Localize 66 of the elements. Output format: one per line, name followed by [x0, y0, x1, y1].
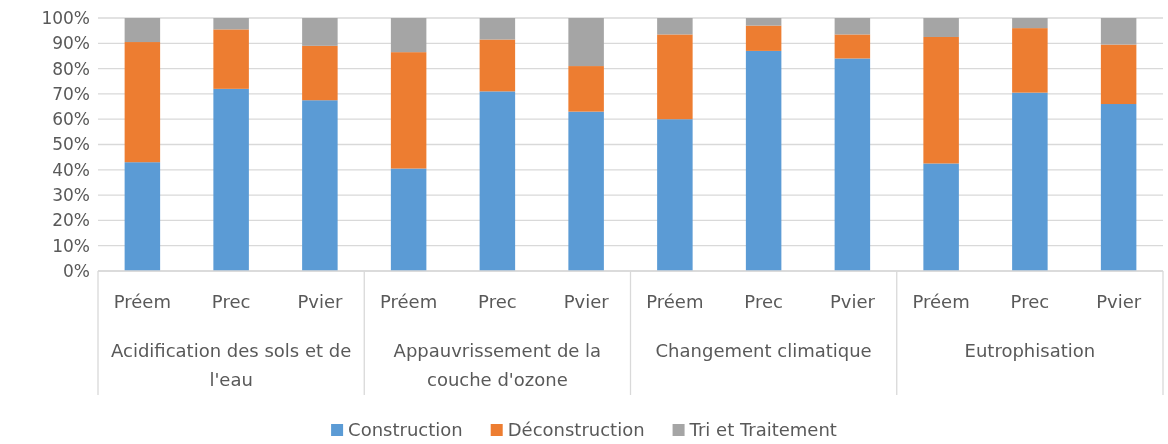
bar — [745, 50, 782, 271]
y-tick-label: 20% — [52, 210, 90, 231]
bar — [745, 25, 782, 51]
bar — [657, 18, 693, 35]
bar — [213, 88, 249, 271]
bar — [1012, 18, 1048, 29]
bar — [745, 18, 782, 26]
x-tick-label: Pvier — [563, 291, 610, 312]
x-tick-label: Préem — [380, 291, 438, 312]
bar — [1100, 18, 1137, 45]
y-tick-label: 10% — [52, 235, 90, 256]
legend-label: Tri et Traitement — [688, 419, 837, 440]
bar — [124, 18, 161, 43]
text: Acidification des sols et de l'eau — [111, 340, 352, 390]
bar — [479, 18, 516, 40]
bar — [923, 163, 959, 271]
bar — [479, 39, 516, 92]
x-tick-label: Pvier — [829, 291, 876, 312]
bar — [479, 91, 516, 271]
bar — [302, 18, 338, 46]
x-tick-label: Pvier — [297, 291, 343, 312]
y-tick-label: 50% — [52, 134, 90, 155]
y-tick-label: 100% — [41, 7, 90, 28]
bar — [1100, 104, 1137, 271]
legend-label: Construction — [348, 419, 463, 440]
bar — [390, 168, 427, 271]
y-tick-label: 60% — [52, 109, 90, 130]
bar — [923, 36, 959, 164]
bar — [834, 58, 871, 271]
bar — [834, 18, 871, 35]
bar — [657, 119, 693, 271]
bar — [1012, 28, 1048, 93]
text: Eutrophisation — [964, 340, 1096, 361]
x-tick-label: Prec — [1010, 291, 1050, 312]
bar — [213, 18, 249, 30]
x-tick-label: Préem — [912, 291, 970, 312]
x-tick-label: Prec — [478, 291, 517, 312]
x-tick-label: Prec — [744, 291, 783, 312]
x-tick-label: Pvier — [1096, 291, 1142, 312]
bar — [302, 45, 338, 101]
legend-label: Déconstruction — [507, 419, 645, 440]
y-tick-label: 90% — [52, 33, 90, 54]
y-tick-label: 0% — [63, 260, 90, 281]
bar — [568, 66, 604, 112]
x-tick-label: Préem — [646, 291, 704, 312]
bar — [390, 18, 427, 53]
y-tick-label: 80% — [52, 58, 90, 79]
bar — [213, 29, 249, 89]
bar — [302, 100, 338, 271]
bar — [1012, 92, 1048, 271]
text: Changement climatique — [655, 340, 872, 361]
bar — [657, 34, 693, 120]
y-tick-label: 40% — [52, 159, 90, 180]
text: Appauvrissement de la couche d'ozone — [393, 340, 602, 390]
bar — [124, 162, 161, 271]
x-tick-label: Prec — [211, 291, 251, 312]
bar — [1100, 44, 1137, 105]
y-tick-label: 30% — [52, 185, 90, 206]
bar — [390, 52, 427, 169]
bar — [568, 111, 604, 271]
y-tick-label: 70% — [52, 83, 90, 104]
bar — [568, 18, 604, 67]
x-tick-label: Préem — [113, 291, 171, 312]
bar — [834, 34, 871, 59]
bar — [923, 18, 959, 37]
bar — [124, 42, 161, 163]
